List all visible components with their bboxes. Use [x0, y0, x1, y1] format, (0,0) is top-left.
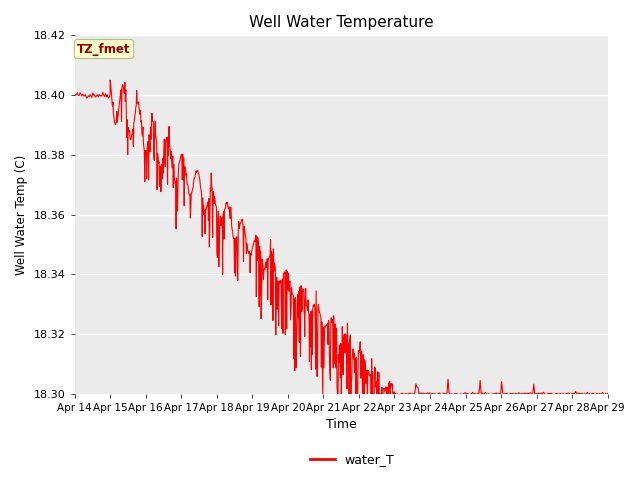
Legend: water_T: water_T	[305, 448, 399, 471]
X-axis label: Time: Time	[326, 419, 356, 432]
Y-axis label: Well Water Temp (C): Well Water Temp (C)	[15, 155, 28, 275]
Text: TZ_fmet: TZ_fmet	[77, 43, 131, 56]
Title: Well Water Temperature: Well Water Temperature	[249, 15, 433, 30]
